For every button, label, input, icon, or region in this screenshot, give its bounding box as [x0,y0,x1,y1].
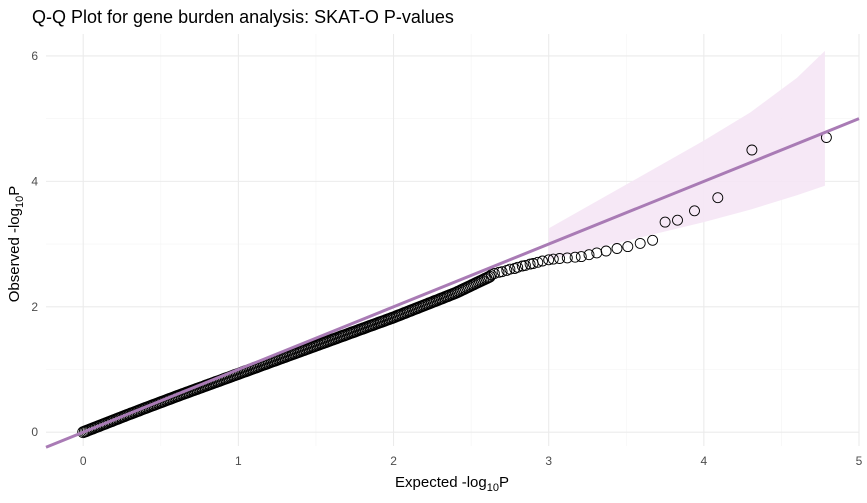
data-point [569,251,581,263]
data-point [543,254,555,266]
reference-line-path [45,117,860,449]
x-tick-label: 0 [80,454,87,468]
x-tick-label: 5 [856,454,863,468]
data-point [689,205,700,217]
confidence-band-area [548,50,825,260]
data-point [504,263,516,275]
data-point [575,251,587,263]
data-point [519,259,531,271]
data-point [496,266,508,278]
x-axis-title-sub: 10 [487,482,499,494]
data-point [622,241,634,253]
y-axis-title-main: Observed -log [6,208,23,302]
data-point [537,255,548,267]
data-point [746,144,758,156]
x-axis-title-suffix: P [499,474,509,491]
confidence-band [548,50,825,260]
x-axis-title: Expected -log10P [395,474,509,494]
data-point [532,256,544,268]
data-point [583,249,595,261]
data-point [554,253,566,264]
x-tick-labels: 0 1 2 3 4 5 [80,454,863,468]
data-point [672,214,683,226]
y-tick-label: 0 [31,425,38,439]
data-point [647,234,659,246]
data-point [512,261,524,273]
x-tick-label: 2 [390,454,397,468]
y-axis-title-sub: 10 [14,196,26,208]
y-tick-label: 6 [31,49,38,63]
dense-points [77,270,496,439]
data-points [485,132,832,281]
y-tick-label: 2 [31,300,38,314]
data-point [634,237,646,249]
x-tick-label: 4 [701,454,708,468]
data-point [611,243,623,254]
y-tick-label: 4 [31,174,38,188]
reference-line [45,117,860,449]
data-point [488,268,500,279]
data-point [482,271,494,284]
grid [46,34,860,446]
x-tick-label: 1 [235,454,242,468]
data-point [561,252,573,264]
y-axis-title: Observed -log10P [6,186,26,302]
x-axis-title-main: Expected -log [395,474,487,491]
y-tick-labels: 0 2 4 6 [31,49,38,439]
data-point [659,216,671,228]
data-point [547,253,559,265]
data-point [712,192,724,204]
chart-title: Q-Q Plot for gene burden analysis: SKAT-… [32,7,454,27]
x-tick-label: 3 [545,454,552,468]
y-axis-title-suffix: P [6,186,23,196]
data-point [600,245,612,257]
